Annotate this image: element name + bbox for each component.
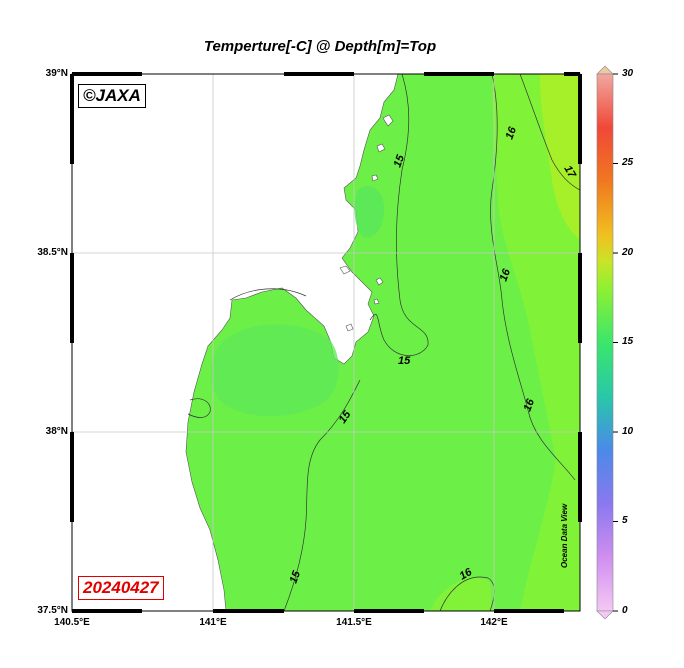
island <box>345 323 354 332</box>
colorbar-label: 0 <box>622 605 628 616</box>
colorbar-label: 5 <box>622 515 628 526</box>
warm-band <box>540 74 580 240</box>
isotherm-16 <box>490 74 576 481</box>
isotherm-16 <box>439 576 495 611</box>
border-bar <box>494 609 564 613</box>
border-bar <box>284 72 354 76</box>
isotherm-15 <box>283 379 361 611</box>
y-tick-label: 38.5°N <box>37 247 68 258</box>
ocean-data-view-credit: Ocean Data View <box>560 503 569 568</box>
island <box>375 277 384 286</box>
colorbar-label: 25 <box>622 157 634 168</box>
contour-label: 15 <box>398 355 411 367</box>
jaxa-watermark: ©JAXA <box>78 84 146 108</box>
border-bar <box>72 609 142 613</box>
colorbar-label: 20 <box>622 247 634 258</box>
date-stamp: 20240427 <box>78 576 164 600</box>
border-bar <box>70 432 74 522</box>
y-tick-label: 39°N <box>45 68 68 79</box>
contour-label: 16 <box>498 267 514 283</box>
border-bar <box>70 253 74 343</box>
x-tick-label: 141.5°E <box>336 617 372 628</box>
x-tick-label: 141°E <box>199 617 227 628</box>
isotherm-17 <box>519 74 580 191</box>
colorbar-label: 30 <box>622 68 634 79</box>
isotherm-15 <box>187 398 211 418</box>
contour-label: 16 <box>504 125 520 141</box>
map-title: Temperture[-C] @ Depth[m]=Top <box>203 38 437 55</box>
contour-label: 15 <box>392 153 408 169</box>
island <box>376 143 386 153</box>
isotherm-15 <box>369 74 429 357</box>
graticule <box>72 74 580 611</box>
border-bar <box>564 72 580 76</box>
border-bar <box>578 432 582 522</box>
border-bar <box>213 609 284 613</box>
y-tick-label: 38°N <box>45 426 68 437</box>
contour-label: 15 <box>288 569 304 585</box>
border-bar <box>72 72 142 76</box>
colorbar <box>596 73 614 612</box>
island <box>339 265 351 275</box>
warm-band <box>430 577 492 611</box>
border-bar <box>354 609 424 613</box>
island <box>371 174 379 182</box>
border-bar <box>578 74 582 164</box>
border-bar <box>578 253 582 343</box>
contour-label: 16 <box>522 397 538 413</box>
isotherm-15 <box>229 288 307 301</box>
sea-region <box>185 74 580 611</box>
contour-lines <box>187 74 580 611</box>
colorbar-label: 15 <box>622 336 634 347</box>
colorbar-ticks <box>613 73 618 612</box>
x-tick-label: 142°E <box>480 617 508 628</box>
warm-band <box>492 74 580 611</box>
cool-patch <box>354 186 385 238</box>
border-bars <box>70 72 582 613</box>
colorbar-label: 10 <box>622 426 634 437</box>
x-tick-label: 140.5°E <box>54 617 90 628</box>
border-bar <box>424 72 494 76</box>
y-tick-label: 37.5°N <box>37 605 68 616</box>
colorbar-bottom-arrow <box>596 610 614 620</box>
island <box>373 298 380 305</box>
island <box>382 114 394 127</box>
border-bar <box>70 74 74 164</box>
cool-patch <box>210 324 339 417</box>
colorbar-top-arrow <box>596 65 614 75</box>
